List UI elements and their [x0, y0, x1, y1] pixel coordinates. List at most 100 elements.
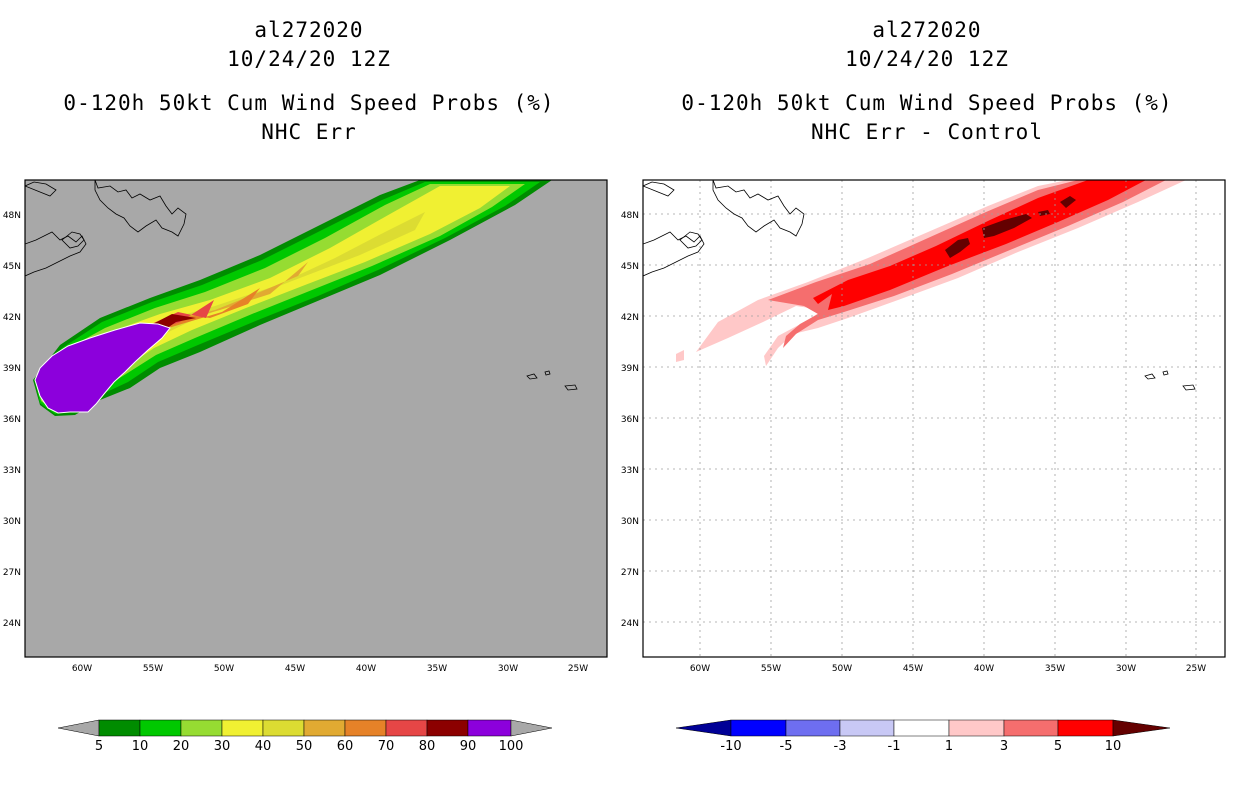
- colorbar-swatch: [139, 719, 182, 737]
- gulf-coast: [643, 181, 675, 197]
- colorbar-label: 70: [378, 739, 395, 754]
- azores-island: [526, 373, 538, 380]
- diff-band-gt10: [945, 238, 970, 258]
- lon-tick: 60W: [72, 664, 92, 674]
- diff-band-3-5: [768, 180, 1166, 348]
- lon-tick: 40W: [974, 664, 994, 674]
- lon-tick: 55W: [143, 664, 163, 674]
- right-difference-field: [676, 180, 1186, 366]
- colorbar-swatch: [1057, 719, 1114, 737]
- colorbar-label: 20: [173, 739, 190, 754]
- colorbar-label: 5: [95, 739, 103, 754]
- left-azores: [526, 370, 578, 391]
- colorbar-swatch: [893, 719, 950, 737]
- cape-breton-coast: [61, 231, 85, 249]
- right-azores: [1144, 370, 1196, 391]
- diff-band-gt10: [982, 214, 1032, 238]
- azores-island: [1182, 384, 1196, 391]
- lat-tick: 45N: [621, 262, 639, 272]
- lon-tick: 50W: [214, 664, 234, 674]
- diff-band-gt10: [1038, 210, 1050, 216]
- cape-breton-coast: [679, 231, 703, 249]
- colorbar-label: -5: [780, 739, 793, 754]
- right-gridlines: [643, 180, 1225, 657]
- lat-tick: 24N: [3, 619, 21, 629]
- left-map: 48N 45N 42N 39N 36N 33N 30N 27N 24N 60W …: [3, 179, 608, 754]
- lon-tick: 40W: [356, 664, 376, 674]
- lat-tick: 42N: [621, 313, 639, 323]
- colorbar-swatch: [98, 719, 141, 737]
- lat-tick: 39N: [621, 364, 639, 374]
- lat-tick: 30N: [621, 517, 639, 527]
- colorbar-label: 100: [499, 739, 524, 754]
- colorbar-label: 80: [419, 739, 436, 754]
- prob-band-30: [39, 186, 510, 409]
- colorbar-swatch: [262, 719, 305, 737]
- nova-scotia-coast: [643, 231, 705, 277]
- right-lat-ticks: 48N 45N 42N 39N 36N 33N 30N 27N 24N: [621, 211, 639, 629]
- left-title-line-3: 0-120h 50kt Cum Wind Speed Probs (%): [63, 91, 555, 115]
- diff-band-5-10: [813, 180, 1146, 310]
- colorbar-label: -3: [834, 739, 847, 754]
- left-coastlines: [25, 180, 187, 277]
- lat-tick: 36N: [621, 415, 639, 425]
- colorbar-label: 5: [1054, 739, 1062, 754]
- lat-tick: 33N: [621, 466, 639, 476]
- lon-tick: 30W: [498, 664, 518, 674]
- lat-tick: 27N: [621, 568, 639, 578]
- colorbar-swatch: [839, 719, 895, 737]
- left-map-frame: [24, 179, 608, 658]
- lon-tick: 45W: [903, 664, 923, 674]
- colorbar-swatch: [1003, 719, 1059, 737]
- lat-tick: 30N: [3, 517, 21, 527]
- left-title-line-4: NHC Err: [261, 120, 357, 144]
- right-title: al272020 10/24/20 12Z 0-120h 50kt Cum Wi…: [618, 16, 1236, 147]
- right-coastlines: [643, 180, 805, 277]
- right-map: 48N 45N 42N 39N 36N 33N 30N 27N 24N 60W …: [621, 179, 1226, 754]
- colorbar-swatch: [221, 719, 264, 737]
- left-lat-ticks: 48N 45N 42N 39N 36N 33N 30N 27N 24N: [3, 211, 21, 629]
- lat-tick: 27N: [3, 568, 21, 578]
- colorbar-swatch: [948, 719, 1005, 737]
- lat-tick: 48N: [3, 211, 21, 221]
- colorbar-label: 40: [255, 739, 272, 754]
- colorbar-swatch: [344, 719, 387, 737]
- colorbar-label: 30: [214, 739, 231, 754]
- right-title-line-4: NHC Err - Control: [811, 120, 1043, 144]
- right-title-line-3: 0-120h 50kt Cum Wind Speed Probs (%): [681, 91, 1173, 115]
- right-title-line-2: 10/24/20 12Z: [845, 47, 1009, 71]
- colorbar-label: 1: [945, 739, 953, 754]
- gulf-coast: [25, 181, 57, 197]
- colorbar-under-arrow: [675, 719, 732, 737]
- lat-tick: 45N: [3, 262, 21, 272]
- right-lon-ticks: 60W 55W 50W 45W 40W 35W 30W 25W: [690, 664, 1206, 674]
- diff-band-outlier: [676, 350, 684, 362]
- prob-band-100: [34, 322, 171, 414]
- colorbar-over-arrow: [1112, 719, 1171, 737]
- colorbar-under-arrow: [57, 719, 100, 737]
- colorbar-label: -1: [888, 739, 901, 754]
- right-panel: al272020 10/24/20 12Z 0-120h 50kt Cum Wi…: [618, 0, 1236, 800]
- colorbar-label: 60: [337, 739, 354, 754]
- diff-band-gt10: [1060, 196, 1076, 208]
- newfoundland-coast: [712, 180, 805, 237]
- newfoundland-coast: [94, 180, 187, 237]
- colorbar-over-arrow: [510, 719, 553, 737]
- lat-tick: 24N: [621, 619, 639, 629]
- right-map-frame: [642, 179, 1226, 658]
- colorbar-swatch: [303, 719, 346, 737]
- lat-tick: 33N: [3, 466, 21, 476]
- lon-tick: 50W: [832, 664, 852, 674]
- lon-tick: 25W: [568, 664, 588, 674]
- left-title-line-2: 10/24/20 12Z: [227, 47, 391, 71]
- colorbar-label: 3: [1000, 739, 1008, 754]
- left-panel: al272020 10/24/20 12Z 0-120h 50kt Cum Wi…: [3, 18, 608, 754]
- azores-island: [1144, 373, 1156, 380]
- colorbar-label: 90: [460, 739, 477, 754]
- colorbar-swatch: [467, 719, 512, 737]
- azores-island: [544, 370, 551, 376]
- colorbar-swatch: [180, 719, 223, 737]
- left-probability-field: [33, 180, 552, 416]
- left-colorbar: 5 10 20 30 40 50 60 70 80 90 100: [57, 719, 553, 754]
- left-lon-ticks: 60W 55W 50W 45W 40W 35W 30W 25W: [72, 664, 588, 674]
